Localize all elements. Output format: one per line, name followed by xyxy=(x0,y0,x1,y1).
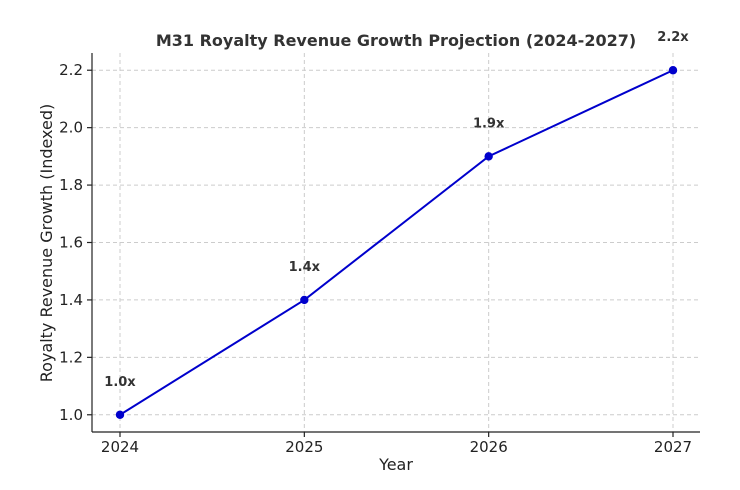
data-point xyxy=(484,152,493,161)
data-label: 2.2x xyxy=(657,30,689,45)
x-tick-label: 2024 xyxy=(101,438,139,456)
y-tick-label: 2.0 xyxy=(59,119,83,137)
x-axis-label: Year xyxy=(378,455,413,474)
series xyxy=(115,66,678,419)
x-ticks: 2024 2025 2026 2027 xyxy=(101,432,692,456)
series-line xyxy=(119,69,674,416)
x-tick-label: 2025 xyxy=(285,438,323,456)
data-label: 1.4x xyxy=(289,260,321,275)
y-tick-label: 1.6 xyxy=(59,234,83,252)
y-tick-label: 1.8 xyxy=(59,176,83,194)
y-tick-label: 1.4 xyxy=(59,291,83,309)
data-point xyxy=(300,295,309,305)
y-ticks: 1.0 1.2 1.4 1.6 1.8 2.0 2.2 xyxy=(59,61,92,424)
y-tick-label: 1.2 xyxy=(59,348,83,366)
data-labels: 1.0x 1.4x 1.9x 2.2x xyxy=(104,30,689,390)
x-tick-label: 2027 xyxy=(654,438,692,456)
grid xyxy=(92,53,700,432)
data-label: 1.0x xyxy=(104,375,136,390)
data-point xyxy=(115,410,125,419)
x-tick-label: 2026 xyxy=(470,438,508,456)
y-tick-label: 1.0 xyxy=(59,406,83,424)
y-tick-label: 2.2 xyxy=(59,61,83,79)
data-point xyxy=(668,66,678,75)
chart-title: M31 Royalty Revenue Growth Projection (2… xyxy=(156,31,636,50)
data-label: 1.9x xyxy=(473,116,505,131)
y-axis-label: Royalty Revenue Growth (Indexed) xyxy=(37,104,56,383)
